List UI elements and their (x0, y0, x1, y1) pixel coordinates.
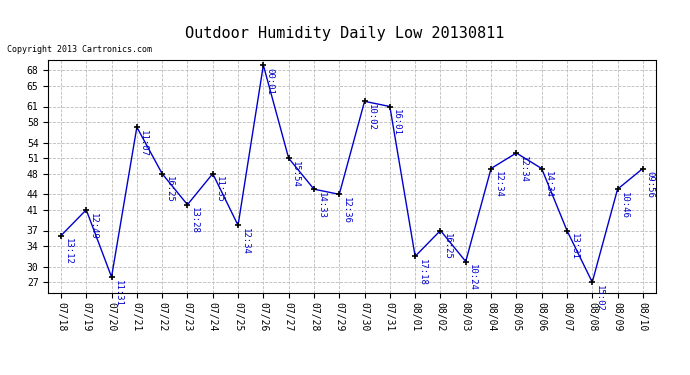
Text: 16:25: 16:25 (165, 177, 174, 203)
Text: 13:28: 13:28 (190, 207, 199, 234)
Text: 15:54: 15:54 (291, 161, 300, 188)
Text: Copyright 2013 Cartronics.com: Copyright 2013 Cartronics.com (7, 45, 152, 54)
Text: 12:34: 12:34 (493, 171, 502, 198)
Text: 13:31: 13:31 (569, 233, 578, 260)
Text: 17:18: 17:18 (417, 259, 426, 286)
Text: 14:34: 14:34 (544, 171, 553, 198)
Text: 16:01: 16:01 (393, 109, 402, 136)
Text: 13:12: 13:12 (63, 238, 72, 266)
Text: 00:01: 00:01 (266, 68, 275, 95)
Text: Humidity  (%): Humidity (%) (583, 40, 659, 50)
Text: 16:25: 16:25 (443, 233, 452, 260)
Text: Outdoor Humidity Daily Low 20130811: Outdoor Humidity Daily Low 20130811 (186, 26, 504, 41)
Text: 10:24: 10:24 (469, 264, 477, 291)
Text: 14:33: 14:33 (317, 192, 326, 219)
Text: 12:49: 12:49 (89, 213, 98, 240)
Text: 10:46: 10:46 (620, 192, 629, 219)
Text: 11:35: 11:35 (215, 177, 224, 203)
Text: 15:02: 15:02 (595, 285, 604, 312)
Text: 10:02: 10:02 (367, 104, 376, 131)
Text: 11:07: 11:07 (139, 130, 148, 157)
Text: 11:31: 11:31 (114, 280, 123, 307)
Text: 12:34: 12:34 (519, 156, 528, 183)
Text: 12:36: 12:36 (342, 197, 351, 224)
Text: 12:34: 12:34 (241, 228, 250, 255)
Text: 09:56: 09:56 (645, 171, 654, 198)
